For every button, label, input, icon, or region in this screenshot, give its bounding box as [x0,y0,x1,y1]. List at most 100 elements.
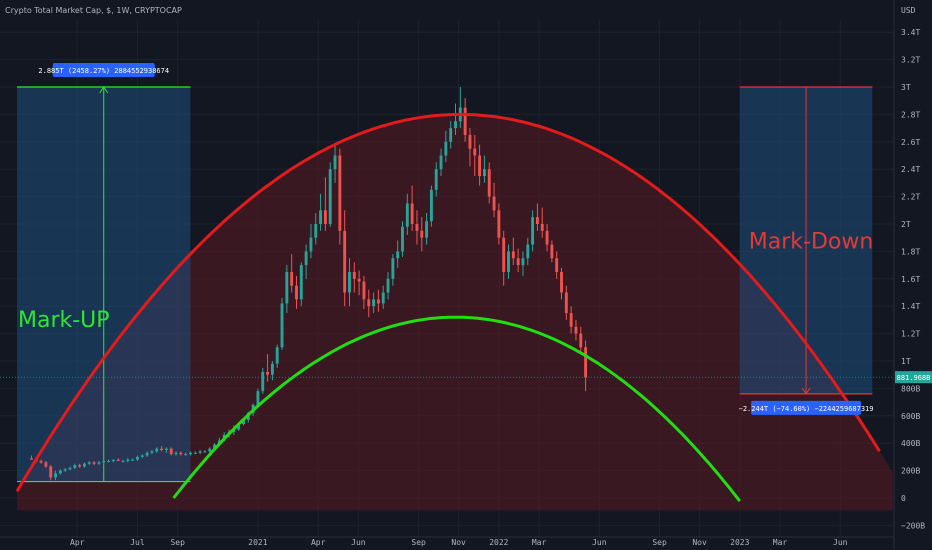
candle-body [44,462,48,467]
arc-curves [15,112,881,503]
mark-down-label: Mark-Down [749,230,874,255]
candle-body [449,128,453,142]
candle-body [367,299,371,307]
candle-body [521,258,525,266]
candle-body [261,371,265,392]
candle-body [348,271,351,293]
candle-body [111,459,115,462]
candle-body [425,221,429,238]
x-tick-label: Jun [351,538,366,547]
x-tick-label: Jun [592,538,607,547]
candle-body [420,230,424,238]
x-tick-label: Jul [130,538,145,547]
annotations: 2.885T (2458.27%) 2884552938674 Mark-UP −2… [0,63,932,415]
last-price-tag [895,371,932,384]
candle-body [396,251,400,259]
candle-body [107,461,111,463]
candle-body [155,448,159,452]
candle-body [54,473,57,478]
candle-body [242,419,245,425]
y-tick-label: 3.4T [901,28,920,37]
candle-body [560,271,563,293]
candle-body [203,451,207,453]
red-zone [17,114,893,511]
candle-body [280,303,284,348]
candle-body [39,461,43,463]
candle-body [376,299,380,304]
candle-body [545,230,549,245]
y-tick-label: −200B [901,521,925,530]
x-tick-label: Nov [451,538,466,547]
y-tick-label: 2.4T [901,165,920,174]
x-tick-label: Sep [652,538,667,547]
candle-body [126,459,130,462]
y-tick-label: 200B [901,467,920,476]
candle-body [275,347,279,364]
candle-body [333,155,337,170]
candle-body [92,462,96,464]
y-tick-label: 1T [901,357,911,366]
candle-body [401,226,404,252]
candle-body [30,458,33,460]
candle-body [169,448,173,455]
candle-body [68,467,72,470]
candle-body [97,462,101,464]
mark-up-measure-text: 2.885T (2458.27%) 2884552938674 [38,67,169,75]
candle-body [73,465,77,468]
candle-body [145,452,149,456]
x-tick-label: Sep [170,538,185,547]
candle-body [208,448,212,452]
candle-body [497,210,501,238]
candle-body [574,326,578,334]
candle-body [482,169,486,177]
candle-body [131,459,135,461]
y-tick-label: 1.8T [901,247,920,256]
candle-body [569,313,573,327]
candle-body [174,452,178,455]
candle-body [140,455,144,457]
x-axis: Apr Jul Sep 2021 Apr Jun Sep Nov 2022 Mar Jun Sep No… [0,536,894,547]
candle-body [136,456,139,460]
mark-down-measure-text: −2.244T (−74.60%) −2244259687319 [739,405,874,413]
candles [30,87,588,481]
last-price-text: 881.968B [897,374,931,382]
candle-body [550,244,554,259]
y-tick-label: 2.6T [901,138,920,147]
candle-body [78,465,82,467]
candle-body [516,258,520,266]
chart-title: Crypto Total Market Cap, $, 1W, CRYPTOCA… [5,6,182,15]
candle-body [338,155,342,231]
candle-body [362,281,366,300]
candle-body [160,448,164,451]
y-tick-label: 2T [901,220,911,229]
candle-body [328,169,332,224]
y-axis: 3.4T 3.2T 3T 2.8T 2.6T 2.4T 2.2T 2T 1.8T 1.6T 1.4T… [893,0,925,550]
candle-body [270,363,274,375]
candle-body [352,271,356,279]
candle-body [372,299,376,307]
candle-body [323,210,327,224]
candle-body [473,148,477,156]
y-tick-label: 1.2T [901,330,920,339]
candle-body [391,258,395,279]
y-tick-label: 2.2T [901,193,920,202]
candle-body [164,448,168,451]
candle-body [410,203,414,224]
x-tick-label: Jun [833,538,848,547]
candle-body [290,271,294,286]
candle-body [309,237,313,252]
candle-body [564,292,568,314]
candle-body [299,265,303,300]
arrow-down-icon [801,387,811,395]
candle-body [555,258,559,272]
candle-body [343,230,347,293]
candle-body [193,452,197,454]
candle-body [357,278,361,282]
y-tick-label: 3.2T [901,56,920,65]
candle-body [150,451,154,453]
candle-body [478,155,482,177]
candle-body [319,210,323,224]
red-zone-fill [17,114,893,511]
y-tick-label: 400B [901,439,920,448]
